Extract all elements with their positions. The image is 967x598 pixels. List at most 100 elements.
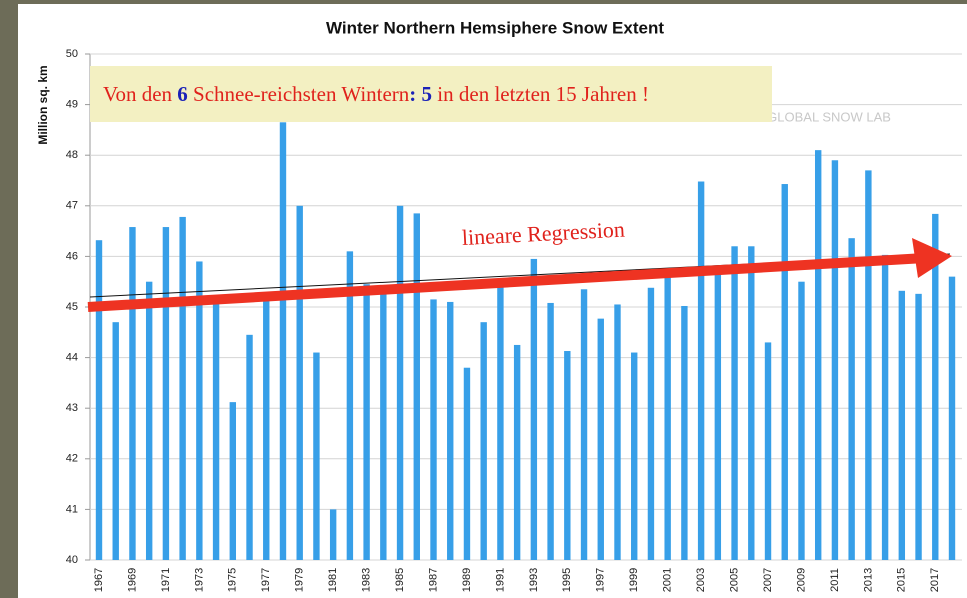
x-tick-label: 1971 — [160, 568, 172, 592]
annotation-part: Von den — [103, 82, 177, 106]
bar — [513, 344, 521, 560]
y-axis-label: Million sq. km — [36, 65, 50, 144]
bar — [530, 258, 538, 560]
bar — [697, 181, 705, 560]
bar — [112, 322, 119, 560]
bar — [447, 301, 454, 560]
bar — [229, 402, 237, 560]
trend-arrow-head — [912, 238, 952, 278]
bar — [798, 281, 805, 560]
bar — [396, 205, 404, 561]
bar — [865, 170, 872, 560]
bar — [313, 352, 320, 560]
x-tick-label: 1981 — [327, 568, 339, 592]
bar — [614, 304, 621, 560]
bar — [129, 227, 136, 560]
bar — [731, 246, 738, 560]
bar — [363, 284, 370, 560]
bar — [664, 276, 671, 560]
x-tick-label: 1991 — [494, 568, 506, 592]
x-tick-label: 1999 — [628, 568, 640, 592]
bar — [764, 342, 772, 560]
bar — [296, 205, 303, 561]
x-tick-label: 2003 — [695, 568, 707, 592]
x-tick-label: 1973 — [193, 568, 205, 592]
x-tick-label: 2011 — [829, 568, 841, 592]
x-tick-label: 2001 — [662, 568, 674, 592]
x-tick-label: 1989 — [461, 568, 473, 592]
x-tick-label: 1985 — [394, 568, 406, 592]
y-tick-label: 41 — [66, 503, 78, 515]
x-tick-label: 1993 — [528, 568, 540, 592]
bar — [597, 318, 604, 560]
x-tick-label: 2009 — [795, 568, 807, 592]
bar — [145, 281, 153, 560]
bar — [681, 305, 688, 560]
annotation-part: : 5 — [409, 82, 432, 106]
annotation-part: 6 — [177, 82, 188, 106]
bar — [881, 254, 889, 560]
bar — [898, 290, 906, 560]
bar — [647, 287, 655, 560]
bar — [380, 291, 387, 560]
x-tick-label: 1987 — [427, 568, 439, 592]
bar — [848, 238, 855, 560]
trend-arrow — [87, 253, 926, 312]
x-tick-label: 2017 — [929, 568, 941, 592]
bar — [95, 240, 103, 560]
bar — [263, 299, 270, 560]
chart-title: Winter Northern Hemsiphere Snow Extent — [326, 18, 664, 37]
x-tick-label: 1997 — [595, 568, 607, 592]
y-tick-label: 45 — [66, 301, 78, 313]
bar — [480, 322, 487, 560]
annotation-part: Schnee-reichsten Wintern — [188, 82, 410, 106]
bar — [196, 261, 203, 560]
bar — [463, 367, 471, 560]
bar — [714, 271, 722, 560]
bar — [547, 302, 554, 560]
annotation-box — [90, 66, 772, 122]
y-tick-label: 48 — [66, 149, 78, 161]
y-tick-label: 50 — [66, 48, 78, 60]
y-tick-label: 49 — [66, 99, 78, 111]
y-tick-label: 46 — [66, 250, 78, 262]
bar — [413, 213, 420, 560]
x-tick-label: 1979 — [294, 568, 306, 592]
bar — [162, 227, 170, 560]
y-tick-label: 44 — [66, 352, 78, 364]
bar — [932, 213, 939, 560]
bar — [497, 284, 504, 560]
bar — [346, 251, 354, 560]
bar — [564, 351, 571, 560]
bar — [781, 184, 788, 561]
bar — [179, 216, 186, 560]
bar — [212, 301, 220, 560]
y-tick-label: 42 — [66, 453, 78, 465]
annotation-part: in den letzten 15 Jahren ! — [432, 82, 649, 106]
x-tick-label: 2005 — [728, 568, 740, 592]
bar — [430, 299, 437, 560]
x-tick-label: 1995 — [561, 568, 573, 592]
annotation-text: Von den 6 Schnee-reichsten Wintern: 5 in… — [103, 82, 649, 106]
bar — [279, 122, 287, 560]
bar — [631, 352, 638, 560]
bar — [814, 150, 822, 560]
x-tick-label: 1975 — [227, 568, 239, 592]
y-tick-label: 47 — [66, 200, 78, 212]
x-tick-label: 1969 — [126, 568, 138, 592]
bar — [915, 293, 922, 560]
x-tick-label: 1967 — [93, 568, 105, 592]
y-tick-label: 40 — [66, 554, 78, 566]
bar — [329, 509, 337, 560]
bar — [948, 276, 956, 560]
bar — [246, 334, 253, 560]
x-tick-label: 2007 — [762, 568, 774, 592]
bar — [831, 160, 839, 560]
bar — [580, 289, 588, 560]
bar — [748, 246, 755, 560]
y-tick-label: 43 — [66, 402, 78, 414]
x-tick-label: 1983 — [361, 568, 373, 592]
x-tick-label: 1977 — [260, 568, 272, 592]
